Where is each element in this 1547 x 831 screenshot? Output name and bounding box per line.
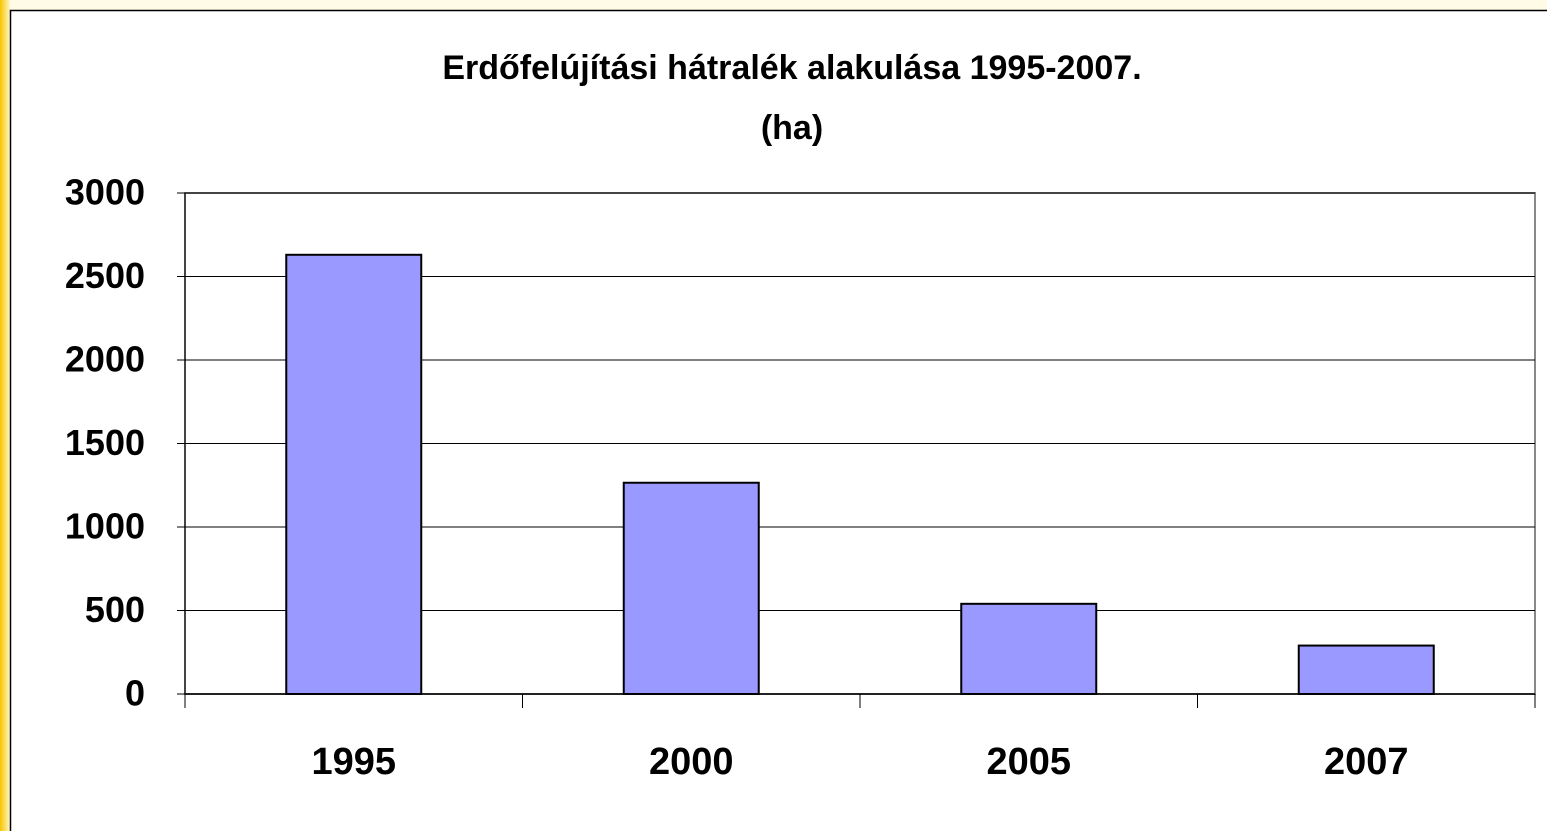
- y-tick-label: 0: [125, 673, 145, 714]
- x-tick-label: 1995: [311, 741, 396, 783]
- y-tick-label: 2000: [65, 339, 145, 380]
- y-tick-label: 500: [85, 589, 145, 630]
- bar: [285, 253, 423, 695]
- x-tick-label: 2005: [986, 741, 1071, 783]
- chart-title: Erdőfelújítási hátralék alakulása 1995-2…: [442, 49, 1141, 87]
- y-tick-label: 1000: [65, 506, 145, 547]
- side-strip: [0, 0, 10, 831]
- y-tick-label: 2500: [65, 255, 145, 296]
- chart-subtitle: (ha): [761, 109, 823, 147]
- bar: [960, 602, 1098, 696]
- y-tick-label: 1500: [65, 422, 145, 463]
- y-tick-label: 3000: [65, 172, 145, 213]
- bar: [622, 481, 760, 695]
- x-tick-label: 2007: [1324, 741, 1409, 783]
- bar: [1297, 644, 1435, 696]
- x-tick-label: 2000: [649, 741, 734, 783]
